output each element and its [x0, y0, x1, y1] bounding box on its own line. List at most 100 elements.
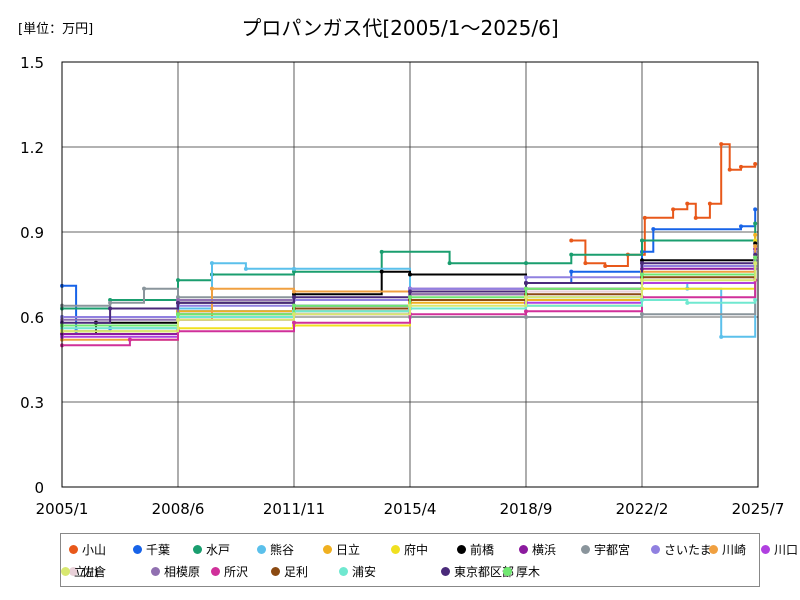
data-point — [176, 317, 180, 322]
data-point — [524, 275, 528, 280]
legend-item: 府中 — [391, 541, 428, 558]
legend-item: 日立 — [323, 541, 360, 558]
legend-label: 宇都宮 — [594, 543, 631, 557]
y-tick-label: 0.3 — [20, 394, 44, 412]
legend-marker — [457, 545, 466, 554]
chart-title: プロパンガス代[2005/1〜2025/6] — [241, 16, 559, 40]
data-point — [176, 298, 180, 302]
legend-item: 浦安 — [339, 563, 376, 580]
legend-label: 東京都区部 — [454, 565, 515, 579]
legend-label: 川口 — [774, 543, 799, 557]
legend-item: 水戸 — [193, 541, 230, 558]
data-point — [379, 269, 384, 274]
data-point — [583, 261, 588, 266]
legend-label: 所沢 — [224, 565, 249, 579]
data-point — [524, 286, 528, 291]
legend-marker — [339, 567, 348, 576]
data-point — [753, 207, 758, 212]
x-tick-label: 2011/11 — [263, 500, 325, 518]
data-point — [685, 201, 690, 206]
legend-marker — [519, 545, 528, 554]
legend-label: 厚木 — [516, 565, 541, 579]
x-tick-label: 2018/9 — [500, 500, 553, 518]
data-point — [640, 261, 644, 266]
legend-item: 立川 — [61, 563, 98, 580]
legend-label: さいたま — [664, 543, 712, 557]
legend-label: 横浜 — [532, 543, 557, 557]
data-point — [176, 278, 180, 283]
legend-label: 立川 — [74, 565, 99, 579]
legend-item: 川口 — [761, 541, 798, 558]
y-tick-label: 0.9 — [20, 224, 44, 242]
legend-item: さいたま — [651, 541, 712, 558]
data-point — [753, 255, 758, 260]
x-tick-label: 2005/1 — [36, 500, 89, 518]
data-point — [108, 300, 113, 305]
data-point — [209, 261, 214, 266]
legend-item: 東京都区部 — [441, 563, 514, 580]
data-point — [176, 300, 180, 305]
data-point — [108, 298, 113, 302]
data-point — [719, 142, 724, 147]
data-point — [569, 252, 574, 257]
data-point — [640, 238, 644, 243]
legend-marker — [69, 567, 78, 576]
data-point — [739, 164, 744, 169]
legend-marker — [211, 567, 220, 576]
y-tick-label: 1.2 — [20, 139, 44, 157]
series-10 — [60, 244, 758, 342]
series-19 — [60, 261, 758, 334]
series-line — [571, 143, 757, 267]
legend-item: 所沢 — [211, 563, 248, 580]
data-point — [408, 289, 412, 294]
legend-marker — [61, 567, 70, 576]
x-tick-label: 2022/2 — [616, 500, 669, 518]
y-tick-label: 1.5 — [20, 54, 44, 72]
data-point — [640, 278, 644, 283]
data-point — [408, 272, 412, 277]
legend-label: 熊谷 — [270, 543, 295, 557]
data-point — [524, 309, 528, 314]
series-layer — [60, 142, 758, 348]
data-point — [753, 162, 758, 166]
data-point — [753, 252, 758, 257]
data-point — [176, 295, 180, 300]
legend-label: 浦安 — [352, 565, 377, 579]
legend-item: 千葉 — [133, 541, 170, 558]
data-point — [408, 286, 412, 291]
data-point — [524, 295, 528, 300]
legend-label: 足利 — [284, 565, 309, 579]
data-point — [753, 244, 758, 249]
legend-item: 横浜 — [519, 541, 556, 558]
data-point — [569, 269, 574, 274]
x-tick-label: 2008/6 — [152, 500, 205, 518]
legend-marker — [69, 545, 78, 554]
y-tick-label: 0 — [34, 479, 44, 497]
x-tick-label: 2025/7 — [732, 500, 785, 518]
legend-item: 佐倉 — [69, 563, 106, 580]
data-point — [640, 312, 644, 317]
legend-marker — [323, 545, 332, 554]
data-point — [447, 261, 452, 266]
data-point — [408, 295, 412, 300]
data-point — [292, 266, 296, 271]
data-point — [209, 286, 214, 291]
series-0 — [569, 142, 758, 268]
data-point — [603, 264, 608, 268]
data-point — [640, 258, 644, 263]
axis-ticks: 2005/1 2008/6 2011/11 2015/4 2018/9 2022/2 202… — [20, 54, 784, 518]
legend-marker — [441, 567, 450, 576]
data-point — [693, 215, 698, 220]
legend-item: 前橋 — [457, 541, 494, 558]
legend-label: 前橋 — [470, 543, 495, 557]
data-point — [379, 249, 384, 254]
data-point — [292, 292, 296, 297]
data-point — [753, 221, 758, 226]
data-point — [727, 167, 732, 172]
data-point — [719, 334, 724, 339]
data-point — [292, 320, 296, 325]
line-chart: 2005/1 2008/6 2011/11 2015/4 2018/9 2022/2 202… — [20, 54, 784, 518]
data-point — [292, 295, 296, 300]
legend-marker — [709, 545, 718, 554]
legend-item: 相模原 — [151, 563, 200, 580]
